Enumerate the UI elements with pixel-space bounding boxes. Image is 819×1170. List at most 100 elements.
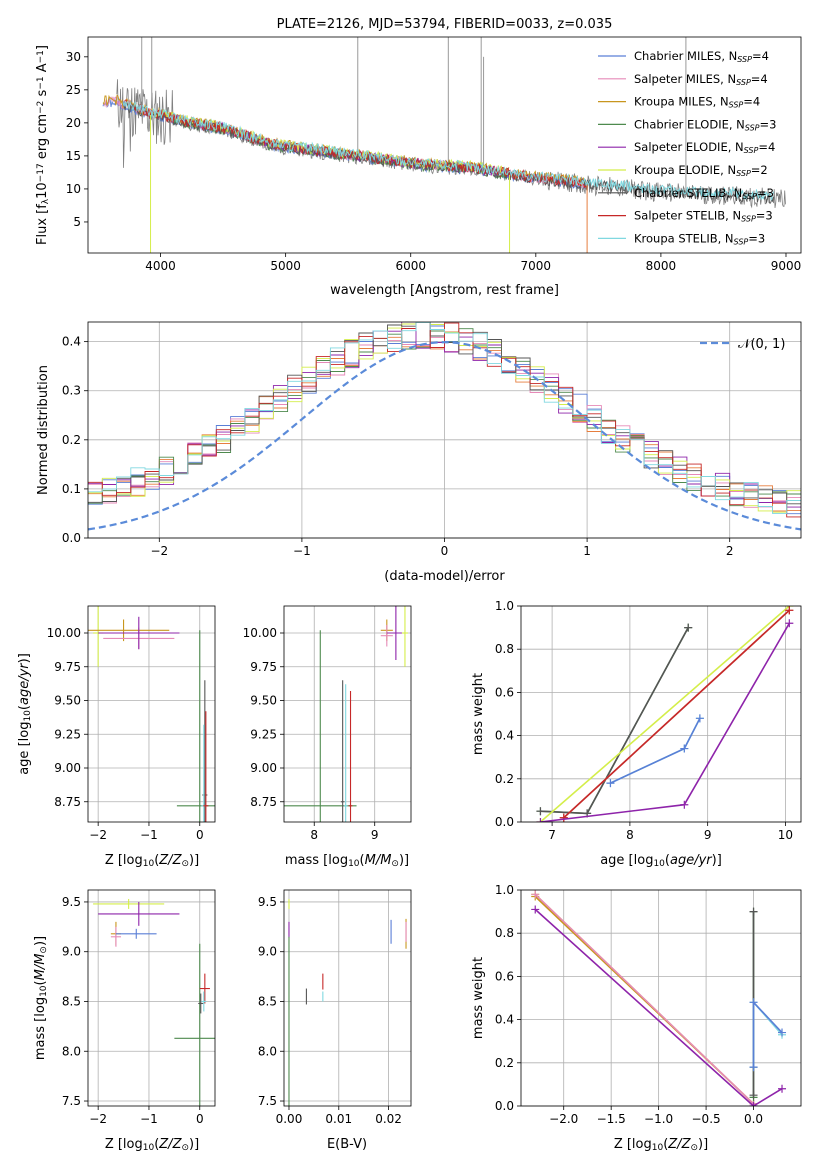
y-tick-label: 0.4 [495,729,514,743]
y-axis-label: Flux [fλ10−17 erg cm−2 s−1 A−1] [35,45,51,245]
histogram-step [88,322,801,514]
y-tick-label: 10 [66,182,81,196]
y-tick-label: 9.00 [250,761,277,775]
axes: −2.0 −1.5 −1.0 −0.5 0.0 0.0 0.2 0.4 0.6 0.8 1.0 [495,883,802,1126]
y-tick-label: 8.5 [62,994,81,1008]
y-tick-label: 9.00 [54,761,81,775]
axes: −2 −1 0 1 2 0.0 0.1 0.2 0.3 0.4 [62,321,802,558]
plot-area [88,606,215,822]
legend-label: Chabrier STELIB, NSSP=3 [634,186,774,201]
y-tick-label: 8.0 [258,1044,277,1058]
x-tick-label: 0 [441,544,449,558]
y-tick-label: 8.5 [258,994,277,1008]
x-tick-label: −1.0 [644,1112,673,1126]
legend: Chabrier MILES, NSSP=4 Salpeter MILES, NS… [598,49,776,246]
y-tick-label: 9.50 [250,694,277,708]
x-tick-label: −2 [89,1112,107,1126]
y-axis-label: mass weight [471,673,486,755]
y-tick-label: 9.75 [250,660,277,674]
legend-label: Chabrier ELODIE, NSSP=3 [634,117,776,132]
y-tick-label: 10.00 [47,626,81,640]
x-axis-label: Z [log10(Z/Z⊙)] [105,1137,199,1153]
y-tick-label: 1.0 [495,883,514,897]
y-tick-label: 0.2 [62,433,81,447]
axes-frame [283,605,412,823]
y-tick-label: 0.1 [62,482,81,496]
x-tick-label: −1 [140,1112,158,1126]
weight-marker [536,807,545,816]
x-tick-label: −1 [140,828,158,842]
y-tick-label: 0.6 [495,969,514,983]
chart-title: PLATE=2126, MJD=53794, FIBERID=0033, z=0… [277,17,613,32]
y-tick-label: 0.3 [62,384,81,398]
y-tick-label: 10.00 [243,626,277,640]
x-tick-label: 0.01 [325,1112,352,1126]
weight-marker [749,907,758,916]
x-tick-label: 0.00 [276,1112,303,1126]
x-tick-label: 8000 [646,259,677,273]
y-tick-label: 0.0 [495,815,514,829]
y-tick-label: 0.2 [495,1056,514,1070]
weight-marker [749,1102,758,1106]
y-tick-label: 9.0 [62,945,81,959]
plot-area [536,606,794,822]
weight-marker [785,606,794,615]
x-tick-label: 8 [310,828,318,842]
axes-frame [283,889,412,1107]
y-tick-label: 9.50 [54,694,81,708]
x-tick-label: 7 [548,828,556,842]
gaussian-curve [88,341,801,531]
plot-area [102,37,786,253]
x-tick-label: 4000 [145,259,176,273]
panel-mass_vs_Z: −2 −1 0 7.5 8.0 8.5 9.0 9.5 [62,889,216,1126]
weight-marker [606,779,615,788]
x-tick-label: 0 [196,828,204,842]
panel-mass_vs_EBV: 0.00 0.01 0.02 7.5 8.0 8.5 9.0 9.5 [258,889,412,1126]
legend-label: Salpeter ELODIE, NSSP=4 [634,140,775,155]
x-tick-label: −1.5 [597,1112,626,1126]
weight-marker [778,1084,787,1093]
x-tick-label: 10 [778,828,793,842]
y-tick-label: 0.0 [62,531,81,545]
weight-marker [536,818,545,822]
weight-line [563,609,790,819]
plot-area [88,322,801,531]
axes: −2 −1 0 8.75 9.00 9.25 9.50 9.75 10.00 [47,605,216,842]
axes: 8 9 8.75 9.00 9.25 9.50 9.75 10.00 [243,605,412,842]
x-axis-label: E(B-V) [327,1137,367,1152]
y-axis-label: mass [log10(M/M⊙)] [33,936,49,1060]
x-axis-label: Z [log10(Z/Z⊙)] [105,853,199,869]
weight-marker [749,1063,758,1072]
y-tick-label: 20 [66,116,81,130]
x-axis-label: Z [log10(Z/Z⊙)] [614,1137,708,1153]
y-tick-label: 0.4 [495,1013,514,1027]
y-tick-label: 25 [66,83,81,97]
x-tick-label: −2 [150,544,168,558]
x-axis-label: wavelength [Angstrom, rest frame] [330,283,559,298]
legend-label: Salpeter STELIB, NSSP=3 [634,209,773,224]
y-tick-label: 9.25 [54,727,81,741]
axes: 7 8 9 10 0.0 0.2 0.4 0.6 0.8 1.0 [495,599,802,842]
x-tick-label: 0.02 [375,1112,402,1126]
weight-marker [778,1028,787,1037]
y-tick-label: 0.8 [495,642,514,656]
x-axis-label: mass [log10(M/M⊙)] [285,853,409,869]
panel-weight_vs_age: 7 8 9 10 0.0 0.2 0.4 0.6 0.8 1.0 [495,599,802,842]
axes-frame [520,605,802,823]
y-tick-label: 8.0 [62,1044,81,1058]
legend-label: Kroupa STELIB, NSSP=3 [634,231,765,246]
panel-spectrum: 4000 5000 6000 7000 8000 9000 5 10 15 20 25 30 [66,36,802,273]
weight-line [752,1000,783,1068]
axes-frame [87,605,216,823]
axes-frame [87,889,216,1107]
x-tick-label: 6000 [395,259,426,273]
y-tick-label: 0.0 [495,1099,514,1113]
weight-marker [531,905,540,914]
x-axis-label: age [log10(age/yr)] [600,853,722,869]
legend-label: Salpeter MILES, NSSP=4 [634,72,768,87]
y-tick-label: 1.0 [495,599,514,613]
y-tick-label: 0.8 [495,926,514,940]
plot-area [531,890,787,1106]
x-tick-label: −0.5 [692,1112,721,1126]
